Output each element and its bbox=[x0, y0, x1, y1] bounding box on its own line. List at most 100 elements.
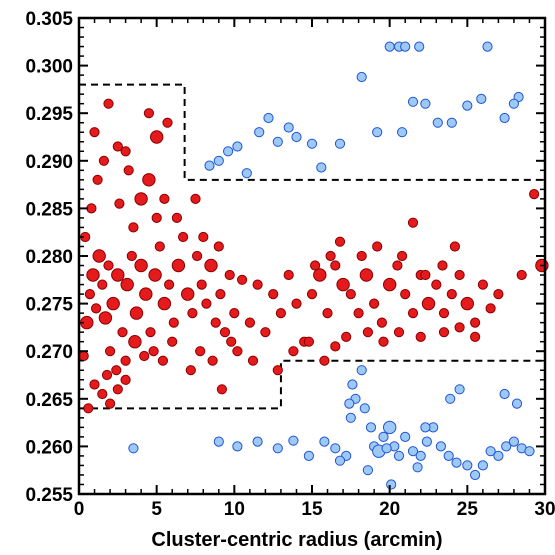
member-point bbox=[171, 258, 186, 273]
nonmember-point bbox=[499, 112, 510, 124]
member-point bbox=[103, 98, 114, 109]
member-point bbox=[185, 365, 196, 376]
member-point bbox=[407, 308, 419, 319]
member-point bbox=[84, 289, 96, 300]
member-point bbox=[376, 317, 387, 328]
member-point bbox=[369, 298, 380, 309]
member-point bbox=[247, 355, 259, 366]
member-point bbox=[353, 308, 364, 319]
member-point bbox=[105, 346, 116, 357]
nonmember-point bbox=[232, 141, 243, 152]
nonmember-point bbox=[412, 462, 423, 473]
member-point bbox=[134, 192, 148, 206]
nonmember-point bbox=[393, 450, 405, 461]
boundary-line-1 bbox=[79, 83, 545, 181]
member-point bbox=[336, 277, 350, 292]
nonmember-point bbox=[359, 403, 370, 414]
member-point bbox=[362, 327, 373, 338]
member-point bbox=[162, 117, 173, 128]
member-point bbox=[89, 127, 100, 138]
member-point bbox=[397, 250, 408, 262]
member-point bbox=[201, 298, 212, 309]
member-point bbox=[97, 279, 108, 290]
member-point bbox=[226, 336, 237, 347]
member-point bbox=[460, 296, 474, 311]
y-tick-label: 0.265 bbox=[25, 390, 73, 411]
nonmember-point bbox=[347, 379, 358, 390]
member-point bbox=[470, 331, 481, 342]
member-point bbox=[159, 193, 170, 204]
nonmember-point bbox=[283, 122, 294, 133]
nonmember-point bbox=[356, 365, 367, 376]
x-tick-label: 5 bbox=[151, 499, 162, 520]
x-axis-title: Cluster-centric radius (arcmin) bbox=[151, 529, 442, 551]
x-tick-label: 0 bbox=[74, 499, 85, 520]
nonmember-point bbox=[414, 41, 425, 52]
x-tick-label: 20 bbox=[379, 499, 400, 520]
member-point bbox=[420, 269, 431, 281]
member-point bbox=[393, 327, 405, 338]
member-point bbox=[190, 193, 201, 204]
member-point bbox=[392, 260, 403, 271]
x-tick-label: 10 bbox=[224, 499, 245, 520]
member-point bbox=[485, 303, 496, 314]
member-point bbox=[129, 306, 144, 320]
member-point bbox=[334, 236, 346, 247]
nonmember-point bbox=[381, 443, 392, 454]
member-point bbox=[187, 308, 198, 319]
member-point bbox=[145, 327, 156, 338]
y-tick-label: 0.275 bbox=[25, 295, 73, 316]
nonmember-point bbox=[420, 422, 431, 433]
member-point bbox=[529, 189, 540, 200]
member-point bbox=[477, 279, 488, 290]
nonmember-point bbox=[362, 465, 373, 476]
x-tick-label: 25 bbox=[457, 499, 479, 520]
nonmember-point bbox=[407, 96, 419, 107]
nonmember-point bbox=[443, 450, 454, 461]
member-point bbox=[438, 327, 450, 338]
nonmember-point bbox=[334, 455, 346, 466]
member-point bbox=[288, 346, 299, 357]
member-point bbox=[86, 203, 97, 214]
axis-ticks bbox=[78, 17, 546, 495]
nonmember-point bbox=[334, 138, 346, 149]
member-point bbox=[196, 279, 207, 290]
member-point bbox=[151, 212, 162, 223]
member-point bbox=[171, 212, 182, 223]
member-point bbox=[114, 198, 125, 209]
member-point bbox=[101, 369, 113, 381]
member-point bbox=[319, 355, 330, 366]
nonmember-point bbox=[232, 441, 243, 452]
nonmember-point bbox=[407, 446, 419, 457]
member-point bbox=[148, 346, 159, 357]
member-point bbox=[157, 355, 168, 366]
member-point bbox=[134, 258, 148, 273]
member-point bbox=[150, 130, 164, 144]
x-tick-label: 30 bbox=[534, 499, 555, 520]
nonmember-point bbox=[462, 460, 473, 471]
nonmember-point bbox=[470, 469, 481, 481]
member-point bbox=[83, 403, 94, 414]
member-point bbox=[106, 296, 120, 311]
nonmember-point bbox=[254, 127, 265, 138]
member-point bbox=[198, 231, 209, 243]
member-point bbox=[92, 249, 106, 263]
member-point bbox=[117, 327, 128, 338]
x-tick-labels: 0 5 10 15 20 25 30 bbox=[74, 499, 555, 520]
data-points bbox=[78, 41, 549, 490]
member-point bbox=[86, 268, 100, 282]
nonmember-point bbox=[213, 155, 224, 166]
y-tick-label: 0.255 bbox=[25, 485, 73, 506]
nonmember-point bbox=[451, 457, 462, 468]
member-point bbox=[195, 346, 206, 357]
y-tick-label: 0.295 bbox=[25, 104, 73, 125]
member-point bbox=[449, 241, 460, 252]
nonmember-point bbox=[493, 450, 504, 461]
member-point bbox=[164, 279, 175, 290]
member-point bbox=[359, 268, 374, 282]
member-point bbox=[167, 336, 178, 347]
nonmember-point bbox=[508, 436, 520, 447]
member-point bbox=[215, 289, 226, 300]
nonmember-point bbox=[485, 446, 496, 457]
